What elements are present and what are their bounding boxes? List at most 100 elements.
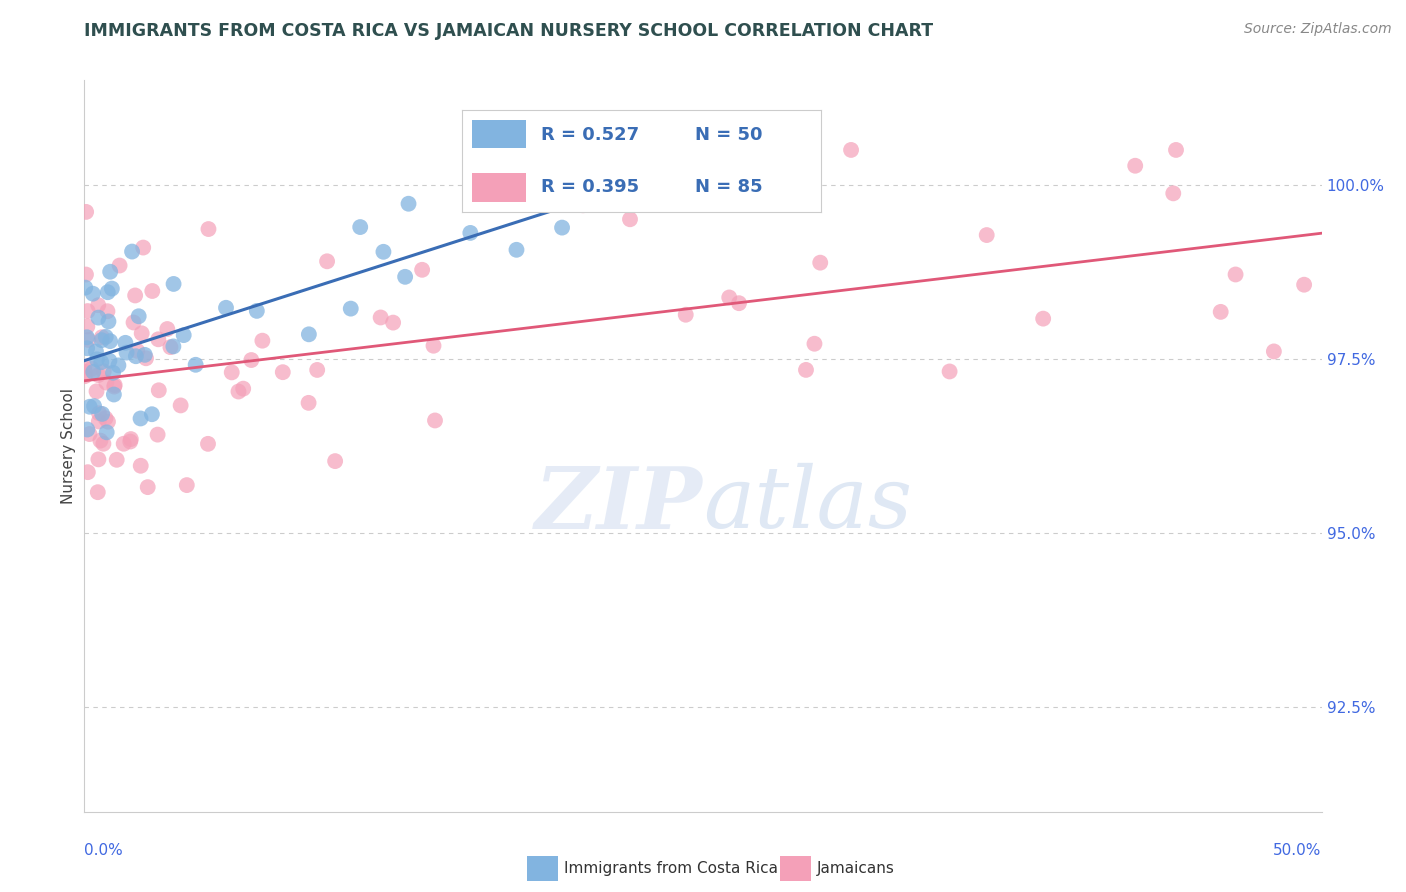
Point — [141, 407, 163, 421]
Point — [120, 432, 142, 446]
Point — [156, 322, 179, 336]
Point — [538, 193, 561, 207]
Point — [87, 310, 110, 325]
Point — [197, 437, 219, 451]
Point — [619, 212, 641, 227]
Point — [105, 452, 128, 467]
Point — [94, 330, 117, 344]
Point — [148, 332, 170, 346]
Point — [108, 259, 131, 273]
Point — [97, 314, 120, 328]
Point — [131, 326, 153, 341]
Point — [803, 336, 825, 351]
Point — [79, 427, 101, 442]
Point — [398, 196, 420, 211]
Point — [938, 364, 960, 378]
Point — [97, 415, 120, 429]
Point — [87, 452, 110, 467]
Point — [162, 277, 184, 291]
Point — [197, 222, 219, 236]
Point — [1209, 305, 1232, 319]
Point — [422, 339, 444, 353]
Point — [76, 465, 98, 479]
Point — [169, 399, 191, 413]
Point — [122, 316, 145, 330]
Point — [232, 382, 254, 396]
Point — [87, 406, 110, 420]
Point — [84, 344, 107, 359]
Point — [370, 310, 392, 325]
Point — [382, 316, 405, 330]
Point — [373, 244, 395, 259]
Point — [551, 220, 574, 235]
Point — [90, 330, 112, 344]
Point — [76, 304, 98, 318]
Point — [82, 286, 104, 301]
Point — [221, 365, 243, 379]
Point — [1294, 277, 1316, 292]
Point — [132, 241, 155, 255]
Point — [96, 304, 118, 318]
Point — [162, 339, 184, 353]
Point — [271, 365, 294, 379]
Point — [96, 376, 118, 390]
Point — [120, 434, 142, 449]
Point — [114, 335, 136, 350]
Point — [73, 360, 96, 375]
Point — [104, 378, 127, 392]
Point — [505, 243, 527, 257]
Point — [794, 363, 817, 377]
Point — [98, 334, 121, 348]
Point — [77, 333, 100, 347]
Point — [86, 352, 108, 367]
Point — [97, 285, 120, 300]
Point — [96, 425, 118, 440]
Point — [839, 143, 862, 157]
Point — [98, 353, 121, 368]
Point — [127, 343, 149, 358]
Point — [129, 458, 152, 473]
Point — [1263, 344, 1285, 359]
Point — [93, 364, 115, 378]
Point — [73, 365, 96, 379]
Point — [82, 365, 104, 379]
Point — [1164, 143, 1187, 157]
Point — [240, 353, 263, 368]
Text: Source: ZipAtlas.com: Source: ZipAtlas.com — [1244, 22, 1392, 37]
Point — [307, 363, 329, 377]
Text: ZIP: ZIP — [536, 463, 703, 546]
Point — [146, 427, 169, 442]
Point — [101, 282, 124, 296]
Point — [675, 308, 697, 322]
Point — [135, 351, 157, 366]
Point — [87, 414, 110, 428]
Point — [125, 349, 148, 363]
Point — [87, 485, 110, 500]
Point — [423, 413, 446, 427]
Point — [323, 454, 346, 468]
Point — [75, 268, 97, 282]
Point — [339, 301, 361, 316]
Point — [297, 396, 319, 410]
Point — [115, 345, 138, 359]
Text: 0.0%: 0.0% — [84, 843, 124, 858]
Point — [89, 434, 111, 448]
Point — [79, 400, 101, 414]
Point — [298, 327, 321, 342]
Point — [808, 255, 831, 269]
Point — [411, 262, 433, 277]
Point — [91, 407, 114, 421]
Point — [83, 399, 105, 413]
Point — [101, 366, 124, 380]
Point — [159, 340, 181, 354]
Point — [90, 333, 112, 347]
Point — [394, 269, 416, 284]
Point — [728, 296, 751, 310]
Point — [80, 361, 103, 376]
Point — [1225, 268, 1247, 282]
Point — [76, 330, 98, 344]
Point — [572, 198, 595, 212]
Point — [134, 348, 156, 362]
Point — [136, 480, 159, 494]
Text: IMMIGRANTS FROM COSTA RICA VS JAMAICAN NURSERY SCHOOL CORRELATION CHART: IMMIGRANTS FROM COSTA RICA VS JAMAICAN N… — [84, 22, 934, 40]
